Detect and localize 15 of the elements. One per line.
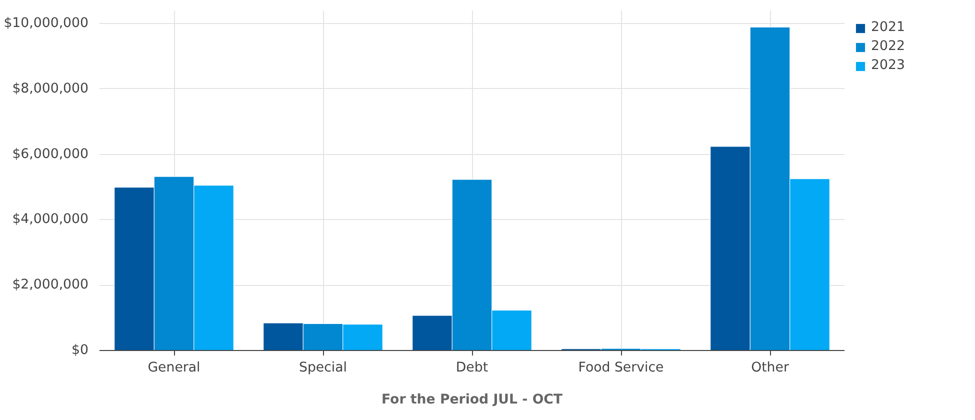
y-tick-label: $2,000,000 [12, 278, 88, 293]
y-tick-label: $6,000,000 [12, 146, 88, 162]
y-tick-label: $8,000,000 [12, 81, 88, 96]
y-tick-label: $4,000,000 [12, 212, 88, 228]
legend-label: 2021 [871, 20, 905, 35]
legend-label: 2022 [871, 39, 905, 54]
x-tick-label: Debt [456, 360, 488, 376]
y-tick-label: $10,000,000 [4, 16, 89, 32]
legend-label: 2023 [871, 58, 905, 73]
x-tick-label: General [148, 360, 200, 376]
x-axis-title: For the Period JUL - OCT [381, 392, 564, 408]
x-tick-label: Other [751, 360, 790, 376]
y-tick-label: $0 [72, 343, 89, 358]
x-tick-label: Special [298, 360, 348, 376]
x-tick-label: Food Service [578, 360, 664, 376]
